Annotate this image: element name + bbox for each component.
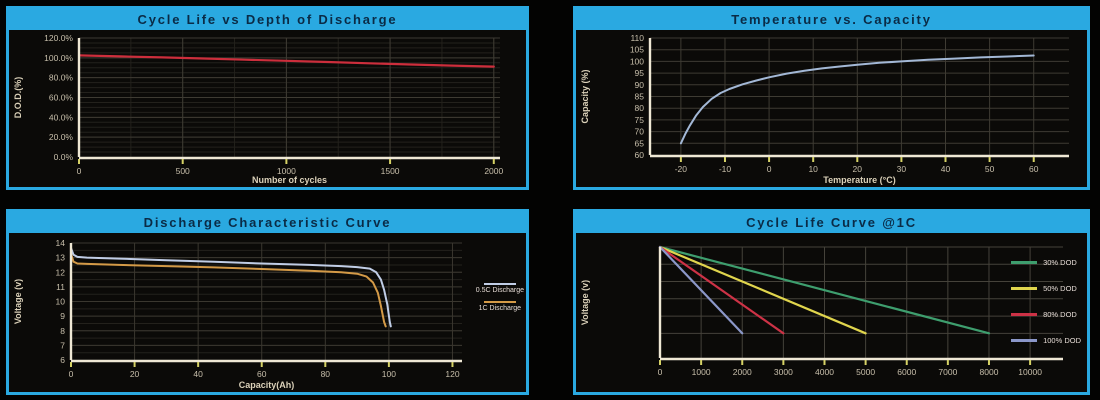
svg-text:60: 60 — [635, 150, 645, 160]
legend-item: 50% DOD — [1011, 284, 1081, 293]
svg-text:D.O.D.(%): D.O.D.(%) — [13, 77, 23, 119]
svg-text:90: 90 — [635, 80, 645, 90]
svg-text:40: 40 — [193, 369, 203, 379]
svg-text:105: 105 — [630, 45, 644, 55]
svg-text:14: 14 — [56, 238, 66, 248]
svg-text:60: 60 — [257, 369, 267, 379]
legend: 30% DOD 50% DOD 80% DOD 100% DOD — [1011, 258, 1081, 362]
svg-text:Capacity (%): Capacity (%) — [580, 69, 590, 123]
panel-title-temperature-vs-capacity: Temperature vs. Capacity — [576, 9, 1087, 30]
svg-text:20: 20 — [853, 164, 863, 174]
legend-label: 30% DOD — [1043, 258, 1077, 267]
svg-text:10: 10 — [56, 297, 66, 307]
svg-text:11: 11 — [56, 282, 65, 292]
svg-text:100: 100 — [382, 369, 396, 379]
svg-text:2000: 2000 — [484, 166, 503, 176]
legend-line-swatch — [1011, 339, 1038, 342]
chart-canvas-discharge-characteristic: 0 20 40 60 80 100 120 6 7 8 9 10 11 12 13 14 Capacity(Ah… — [9, 233, 526, 392]
svg-text:9: 9 — [60, 311, 65, 321]
svg-text:0: 0 — [767, 164, 772, 174]
svg-text:-20: -20 — [675, 164, 688, 174]
svg-text:20: 20 — [130, 369, 140, 379]
svg-text:8: 8 — [60, 326, 65, 336]
svg-text:Capacity(Ah): Capacity(Ah) — [239, 380, 295, 390]
chart-canvas-temperature-vs-capacity: -20 -10 0 10 20 30 40 50 60 60 65 70 75 80 85 90 95 100 10… — [576, 30, 1087, 187]
svg-text:13: 13 — [56, 253, 66, 263]
svg-text:Number of cycles: Number of cycles — [252, 175, 327, 185]
svg-text:1000: 1000 — [277, 166, 296, 176]
panel-title-cycle-life-vs-dod: Cycle Life vs Depth of Discharge — [9, 9, 526, 30]
svg-text:3000: 3000 — [774, 367, 793, 377]
svg-text:0.0%: 0.0% — [54, 152, 74, 162]
legend-line-swatch — [1011, 313, 1038, 316]
legend-item: 1C Discharge — [476, 301, 524, 312]
svg-text:60: 60 — [1029, 164, 1039, 174]
legend-label: 50% DOD — [1043, 284, 1077, 293]
svg-text:Voltage (v): Voltage (v) — [13, 279, 23, 324]
svg-text:8000: 8000 — [980, 367, 999, 377]
legend-line-swatch — [483, 283, 516, 285]
svg-text:95: 95 — [635, 68, 645, 78]
svg-text:6000: 6000 — [897, 367, 916, 377]
svg-text:110: 110 — [630, 33, 644, 43]
svg-text:1500: 1500 — [381, 166, 400, 176]
svg-text:85: 85 — [635, 92, 645, 102]
legend: 0.5C Discharge 1C Discharge — [476, 283, 524, 319]
panel-cycle-life-vs-dod: Cycle Life vs Depth of Discharge 0 500 100… — [6, 6, 529, 190]
svg-text:40: 40 — [941, 164, 951, 174]
svg-text:70: 70 — [635, 127, 645, 137]
svg-text:0: 0 — [658, 367, 663, 377]
legend-item: 100% DOD — [1011, 336, 1081, 345]
legend-label: 0.5C Discharge — [475, 287, 524, 294]
chart-canvas-cycle-life-vs-dod: 0 500 1000 1500 2000 0.0% 20.0% 40.0% 60.0% 80.0%… — [9, 30, 526, 187]
panel-temperature-vs-capacity: Temperature vs. Capacity -20 -10 0 10 20 30 40… — [573, 6, 1090, 190]
svg-text:7000: 7000 — [938, 367, 957, 377]
svg-text:6: 6 — [60, 355, 65, 365]
legend-line-swatch — [483, 301, 516, 303]
svg-text:Temperature (°C): Temperature (°C) — [823, 175, 895, 185]
chart-canvas-cycle-life-curve-1c: 0 1000 2000 3000 4000 5000 6000 7000 8000 10000 Vo… — [576, 233, 1087, 392]
svg-text:120: 120 — [445, 369, 459, 379]
panel-title-discharge-characteristic: Discharge Characteristic Curve — [9, 212, 526, 233]
legend-label: 100% DOD — [1043, 336, 1081, 345]
legend-line-swatch — [1011, 261, 1038, 264]
svg-text:500: 500 — [176, 166, 190, 176]
svg-text:50: 50 — [985, 164, 995, 174]
svg-text:60.0%: 60.0% — [49, 93, 74, 103]
svg-text:30: 30 — [897, 164, 907, 174]
svg-text:1000: 1000 — [692, 367, 711, 377]
svg-text:Voltage (v): Voltage (v) — [580, 280, 590, 325]
svg-text:12: 12 — [56, 267, 66, 277]
svg-text:0: 0 — [77, 166, 82, 176]
svg-text:120.0%: 120.0% — [44, 33, 73, 43]
svg-text:5000: 5000 — [856, 367, 875, 377]
svg-text:-10: -10 — [719, 164, 732, 174]
svg-text:20.0%: 20.0% — [49, 132, 74, 142]
svg-text:65: 65 — [635, 138, 645, 148]
legend-item: 0.5C Discharge — [476, 283, 524, 294]
svg-text:80.0%: 80.0% — [49, 73, 74, 83]
svg-text:80: 80 — [635, 103, 645, 113]
svg-text:80: 80 — [321, 369, 331, 379]
svg-text:100.0%: 100.0% — [44, 53, 73, 63]
svg-text:40.0%: 40.0% — [49, 112, 74, 122]
svg-text:10000: 10000 — [1018, 367, 1042, 377]
legend-item: 30% DOD — [1011, 258, 1081, 267]
svg-text:0: 0 — [69, 369, 74, 379]
legend-item: 80% DOD — [1011, 310, 1081, 319]
svg-text:100: 100 — [630, 56, 644, 66]
svg-text:75: 75 — [635, 115, 645, 125]
svg-text:4000: 4000 — [815, 367, 834, 377]
svg-text:2000: 2000 — [733, 367, 752, 377]
legend-line-swatch — [1011, 287, 1038, 290]
panel-discharge-characteristic: Discharge Characteristic Curve 0 20 40 60 80… — [6, 209, 529, 395]
svg-text:10: 10 — [808, 164, 818, 174]
svg-text:7: 7 — [60, 340, 65, 350]
legend-label: 1C Discharge — [478, 305, 522, 312]
panel-cycle-life-curve-1c: Cycle Life Curve @1C 0 1000 2000 3000 4000 50… — [573, 209, 1090, 395]
panel-title-cycle-life-curve-1c: Cycle Life Curve @1C — [576, 212, 1087, 233]
legend-label: 80% DOD — [1043, 310, 1077, 319]
